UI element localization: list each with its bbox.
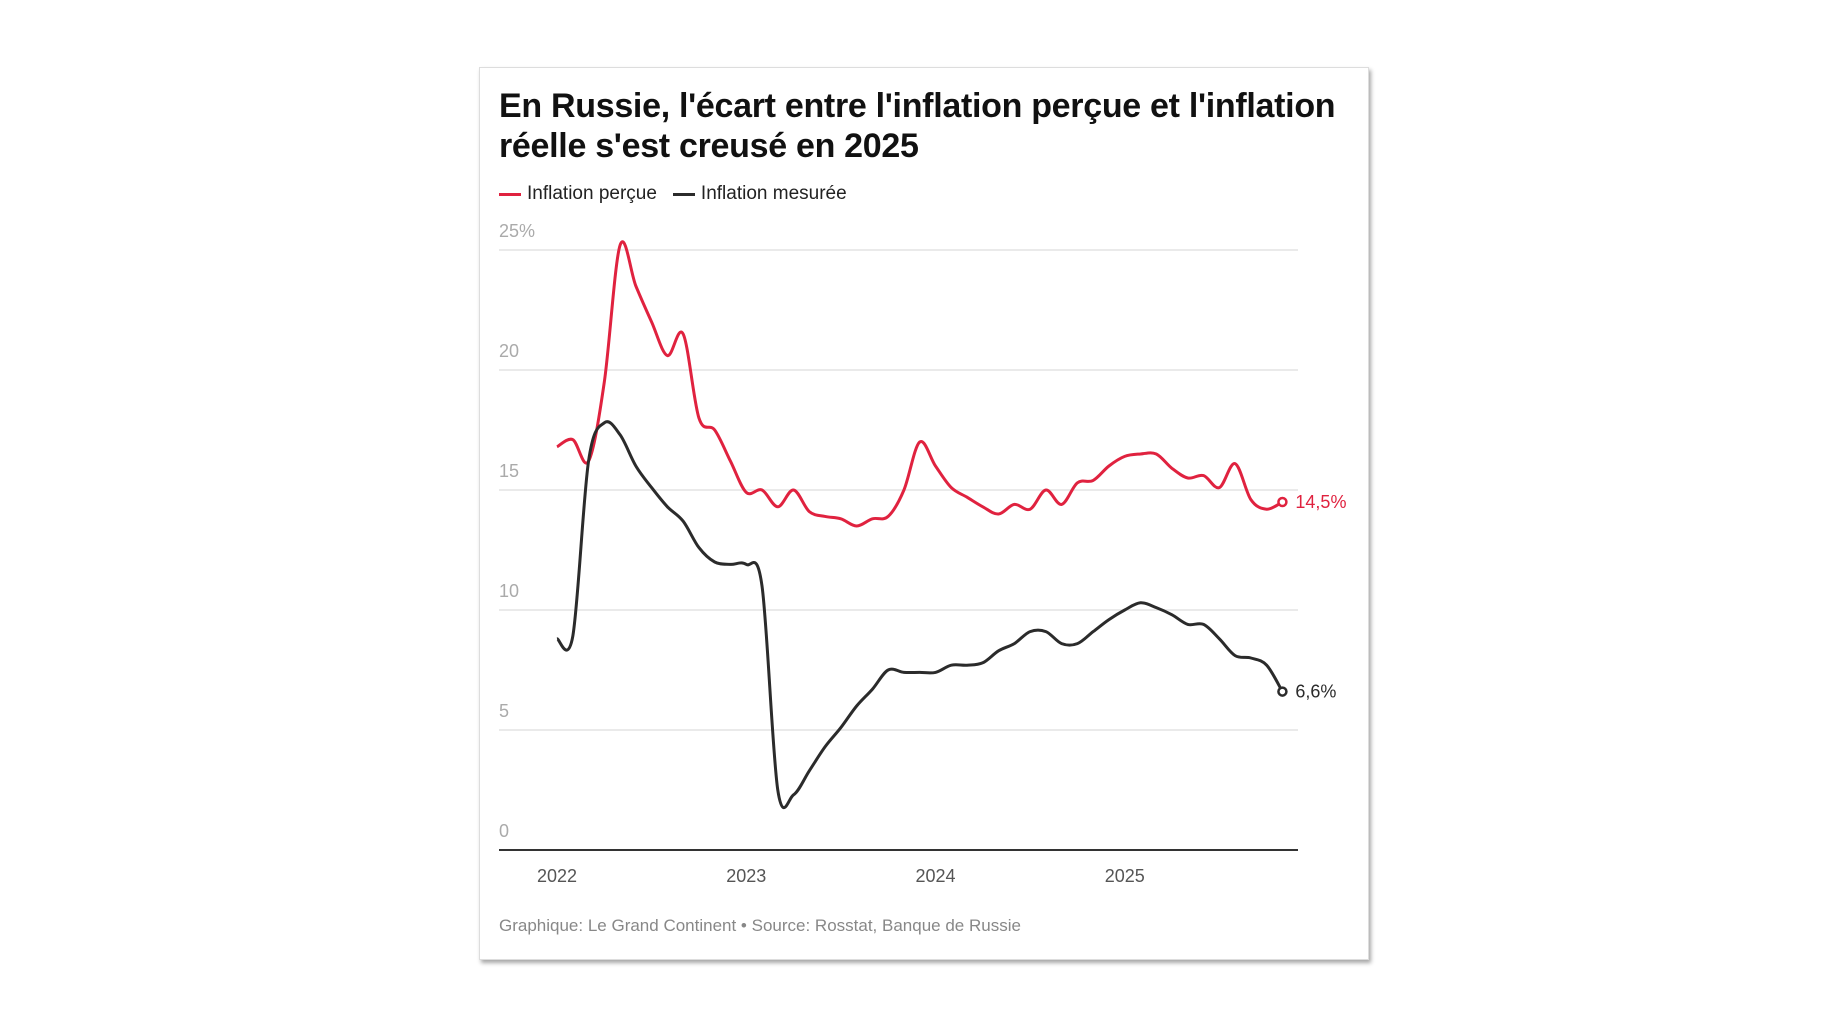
- series-line-measured: [555, 420, 1284, 809]
- x-tick-label: 2025: [1105, 866, 1145, 886]
- y-tick-label: 20: [499, 341, 519, 361]
- source-footer: Graphique: Le Grand Continent • Source: …: [499, 916, 1021, 935]
- series-line-perceived: [556, 240, 1284, 528]
- x-tick-label: 2024: [915, 866, 955, 886]
- legend-label-measured: Inflation mesurée: [700, 183, 847, 204]
- y-tick-label: 5: [499, 701, 509, 721]
- legend-item-perceived: Inflation perçue: [499, 183, 657, 205]
- end-value-label: 6,6%: [1295, 682, 1336, 702]
- end-value-label: 14,5%: [1295, 492, 1346, 512]
- y-tick-label: 10: [499, 581, 519, 601]
- y-tick-label: 25%: [499, 221, 535, 241]
- end-point-marker: [1277, 686, 1288, 697]
- legend-swatch-perceived: [499, 192, 521, 196]
- legend: Inflation perçue Inflation mesurée: [499, 183, 847, 205]
- x-tick-label: 2023: [726, 866, 766, 886]
- x-tick-label: 2022: [537, 866, 577, 886]
- legend-label-perceived: Inflation perçue: [527, 183, 657, 204]
- end-point-marker: [1277, 496, 1288, 508]
- y-tick-label: 15: [499, 461, 519, 481]
- chart-title: En Russie, l'écart entre l'inflation per…: [499, 87, 1336, 165]
- legend-item-measured: Inflation mesurée: [672, 183, 847, 205]
- chart-card: [479, 67, 1369, 960]
- y-tick-label: 0: [499, 821, 509, 841]
- legend-swatch-measured: [672, 192, 695, 196]
